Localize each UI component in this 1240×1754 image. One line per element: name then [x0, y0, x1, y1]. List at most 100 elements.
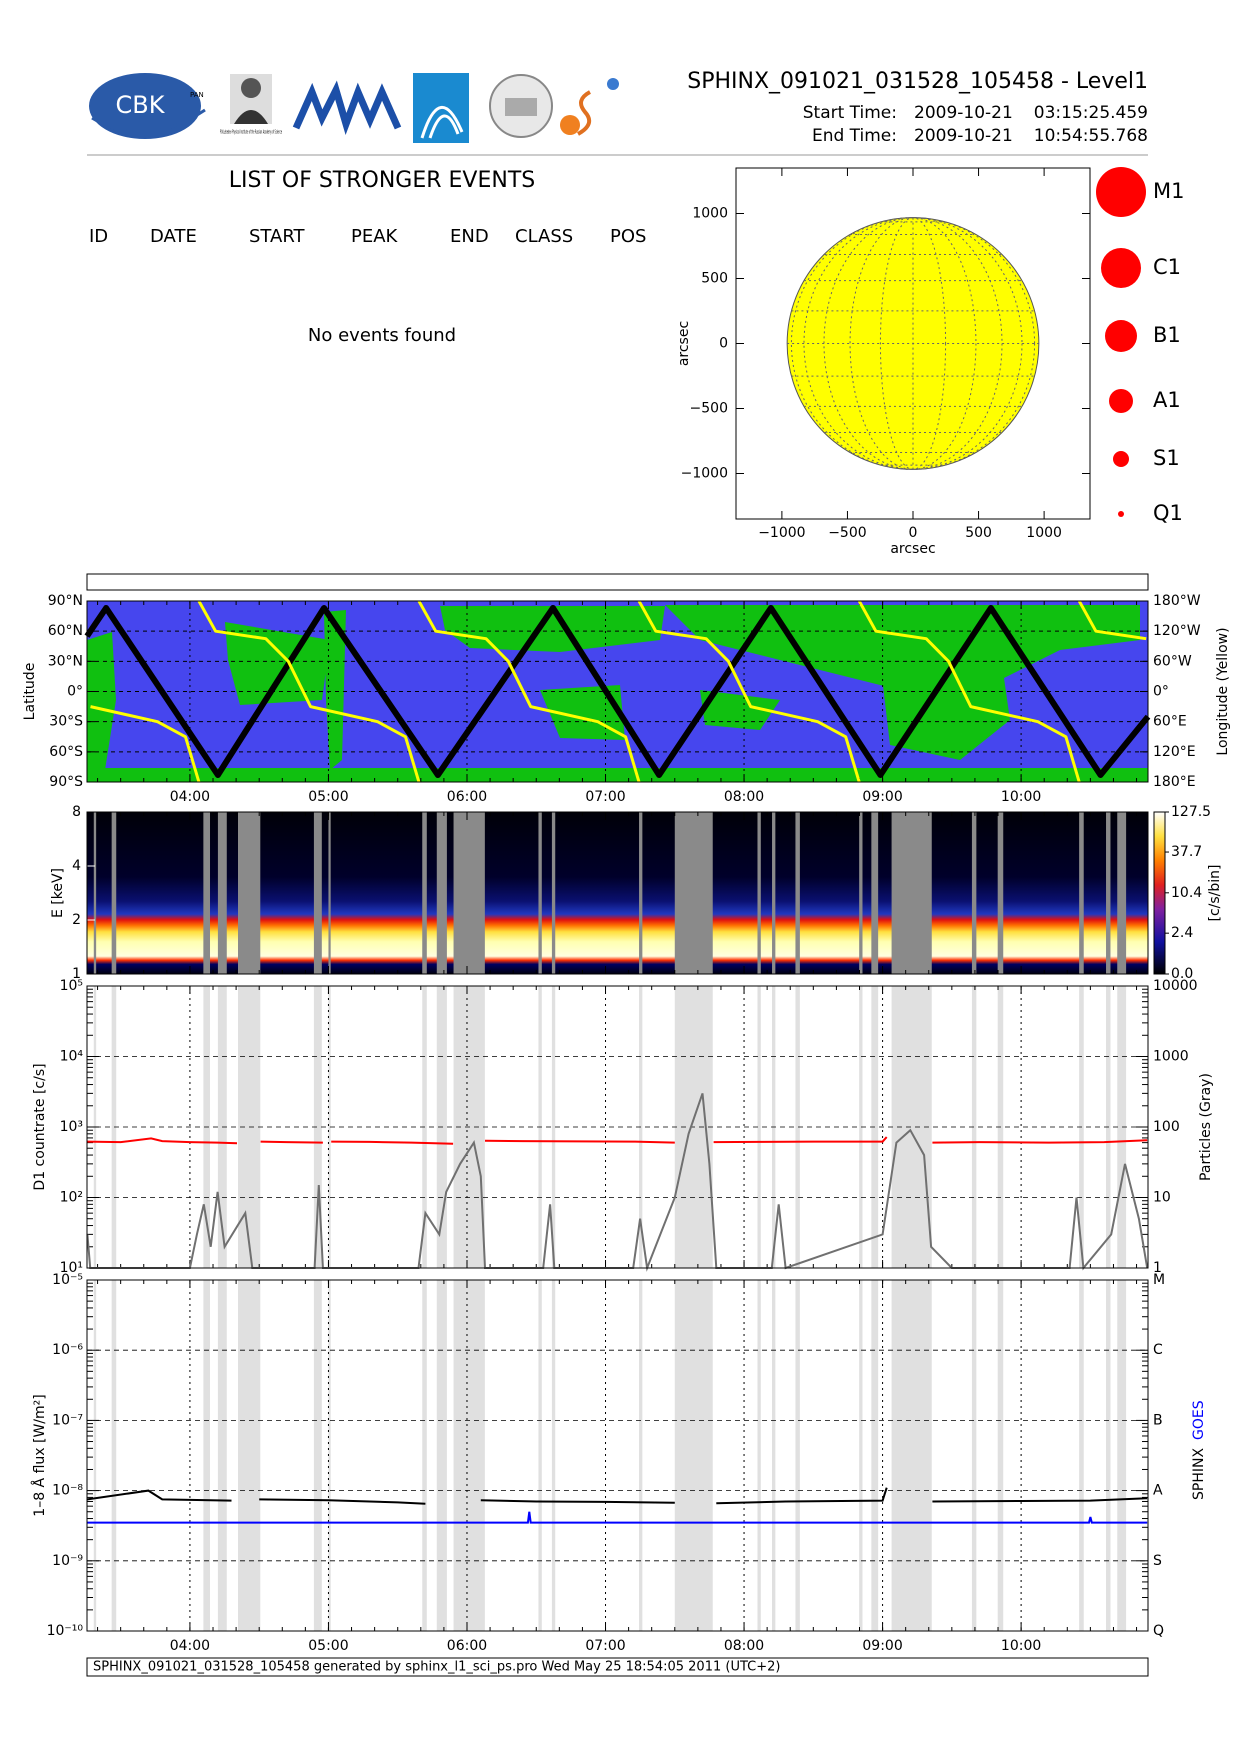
- y2-tick-label: 0°: [1153, 684, 1169, 700]
- x-tick-label: 10:00: [1001, 789, 1041, 805]
- footer-box: [86, 1657, 1149, 1677]
- lebedev-caption: P.N.Lebedev Physical Institute of the Ru…: [220, 130, 282, 136]
- logos: CBK PAN P.N.Lebedev Physical Institute o…: [89, 73, 619, 143]
- data-gap: [551, 1280, 556, 1631]
- y-tick-label: 10³: [60, 1119, 83, 1135]
- data-gap: [1106, 812, 1111, 974]
- y2-tick-label: M: [1153, 1272, 1165, 1288]
- data-gap: [795, 986, 800, 1268]
- data-gap: [1117, 986, 1127, 1268]
- plot-frame: [86, 811, 1149, 975]
- data-gap: [971, 986, 977, 1268]
- data-gap: [891, 812, 932, 974]
- colorbar-tick-label: 0.0: [1171, 966, 1193, 982]
- start-label: Start Time:: [803, 103, 897, 123]
- data-gap: [313, 812, 322, 974]
- legend-swatch: [1118, 511, 1124, 517]
- data-gap: [859, 986, 863, 1268]
- data-gap: [111, 986, 117, 1268]
- x-tick-label: −1000: [758, 525, 805, 541]
- data-gap: [203, 812, 211, 974]
- data-line: [84, 605, 1151, 778]
- x-tick-label: 04:00: [170, 1638, 210, 1654]
- data-gap: [217, 1280, 227, 1631]
- y-tick-label: 0°: [67, 684, 83, 700]
- y-tick-label: 60°S: [49, 744, 83, 760]
- colorbar-tick-label: 37.7: [1171, 844, 1202, 860]
- data-gap: [757, 812, 761, 974]
- legend-label: Q1: [1153, 501, 1183, 525]
- data-gap: [639, 1280, 643, 1631]
- blue-logo-arcs: [420, 106, 464, 139]
- legend-label: C1: [1153, 255, 1181, 279]
- green-region: [87, 768, 1148, 782]
- y-tick-label: 10⁵: [60, 978, 83, 994]
- data-gap: [538, 812, 542, 974]
- start-date: 2009-10-21: [914, 103, 1013, 123]
- data-gap: [1079, 1280, 1084, 1631]
- green-region: [324, 610, 346, 770]
- y-tick-label: 90°S: [49, 774, 83, 790]
- y2-tick-label: 120°E: [1153, 744, 1196, 760]
- y-tick-label: 90°N: [48, 593, 83, 609]
- legend-label: M1: [1153, 179, 1184, 203]
- y2-tick-label: 120°W: [1153, 623, 1201, 639]
- x-tick-label: −500: [828, 525, 866, 541]
- data-gap: [795, 812, 800, 974]
- y-axis-label: E [keV]: [50, 868, 66, 918]
- column-header: END: [450, 226, 489, 247]
- x-tick-label: 09:00: [862, 1638, 902, 1654]
- column-header: POS: [610, 226, 646, 247]
- legend-swatch: [1113, 451, 1129, 467]
- data-gap: [795, 1280, 800, 1631]
- data-gap: [859, 812, 863, 974]
- data-gap: [111, 1280, 117, 1631]
- data-gap: [1079, 812, 1084, 974]
- colorbar-tick-label: 2.4: [1171, 925, 1193, 941]
- orange-logo: [560, 115, 580, 135]
- start-time: 03:15:25.459: [1034, 103, 1148, 123]
- x-axis-label: arcsec: [890, 541, 935, 557]
- y-tick-label: 10²: [60, 1190, 83, 1206]
- x-tick-label: 0: [909, 525, 918, 541]
- column-header: ID: [89, 226, 108, 247]
- empty-box: [86, 573, 1149, 591]
- x-tick-label: 06:00: [447, 789, 487, 805]
- column-header: DATE: [150, 226, 197, 247]
- data-gap: [217, 812, 227, 974]
- data-gap: [93, 1280, 97, 1631]
- legend-label: A1: [1153, 388, 1181, 412]
- green-region: [440, 606, 665, 652]
- pan-text: PAN: [190, 91, 204, 99]
- colorbar-tick-label: 127.5: [1171, 804, 1211, 820]
- column-header: PEAK: [351, 226, 399, 247]
- y2-tick-label: 60°W: [1153, 653, 1192, 669]
- end-time: 10:54:55.768: [1034, 126, 1148, 146]
- disk-meridian: [803, 217, 1023, 470]
- x-tick-label: 500: [965, 525, 992, 541]
- cbk-logo: [89, 73, 201, 139]
- events-columns: ID DATE START PEAK END CLASS POS: [89, 226, 646, 247]
- data-gap: [757, 1280, 761, 1631]
- y-tick-label: 10⁻¹⁰: [47, 1623, 84, 1639]
- y2-tick-label: Q: [1153, 1623, 1164, 1639]
- y-tick-label: 4: [72, 858, 81, 874]
- disk-meridian: [790, 217, 1036, 470]
- y-tick-label: 10⁻⁶: [52, 1342, 83, 1358]
- x-tick-label: 07:00: [585, 1638, 625, 1654]
- data-gap: [453, 1280, 485, 1631]
- y2-axis-label: Longitude (Yellow): [1215, 627, 1231, 755]
- legend-swatch: [1096, 167, 1146, 217]
- x-tick-label: 07:00: [585, 789, 625, 805]
- data-gap: [674, 1280, 713, 1631]
- y-tick-label: 0: [719, 336, 728, 352]
- data-gap: [1117, 1280, 1127, 1631]
- data-gap: [203, 1280, 211, 1631]
- data-gap: [1117, 812, 1127, 974]
- orange-swirl: [576, 90, 592, 136]
- globe-dot: [607, 78, 619, 90]
- y-tick-label: 10⁻⁷: [52, 1412, 83, 1428]
- data-gap: [997, 812, 1004, 974]
- data-gap: [772, 1280, 776, 1631]
- file-title: SPHINX_091021_031528_105458 - Level1: [687, 69, 1148, 94]
